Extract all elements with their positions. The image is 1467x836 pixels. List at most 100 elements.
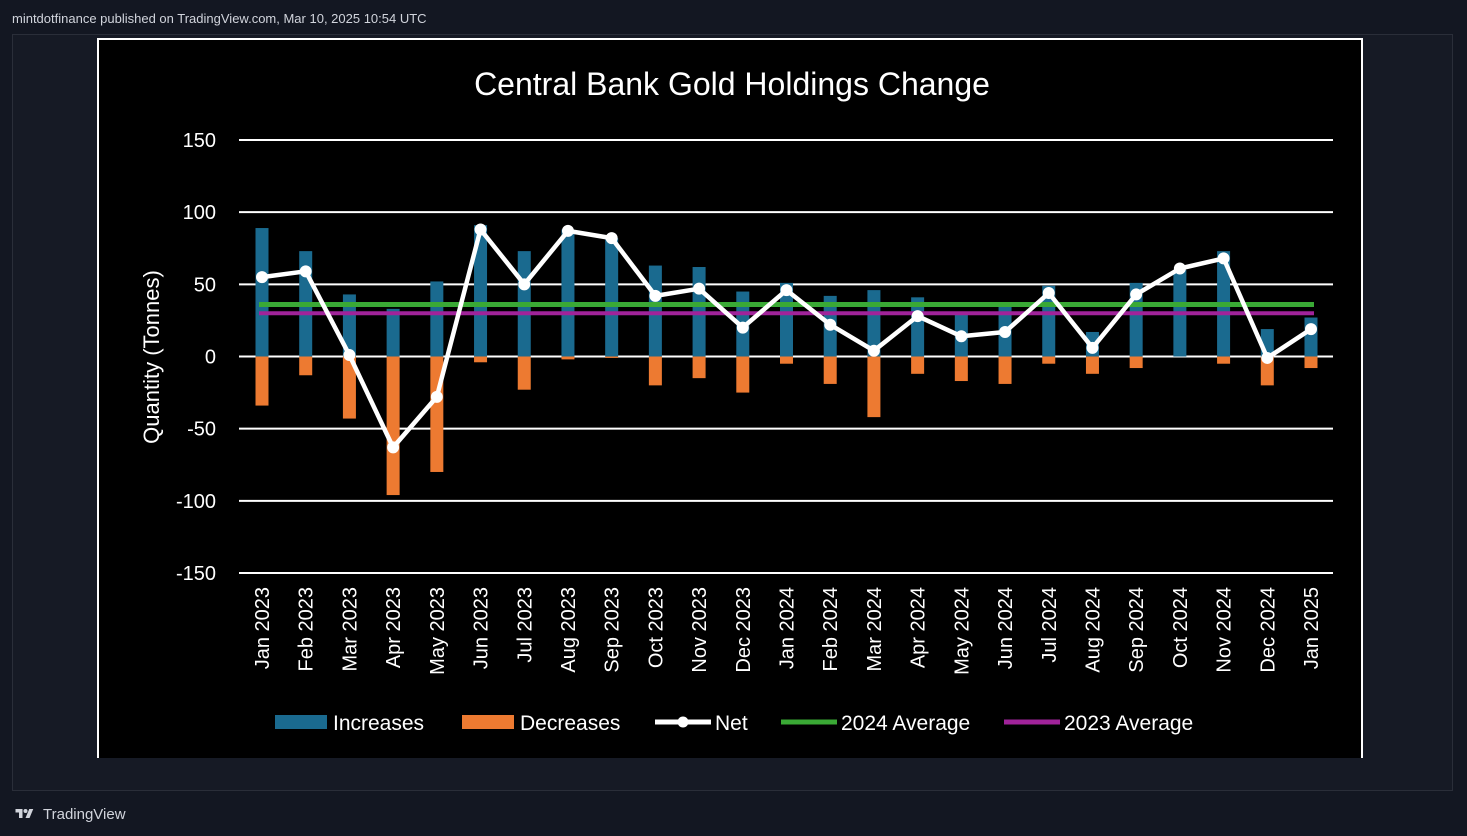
legend-swatch: [275, 715, 327, 729]
decrease-bar: [1085, 356, 1099, 374]
net-point: [387, 441, 400, 454]
y-tick-label: 0: [205, 347, 216, 369]
net-point: [780, 284, 793, 297]
decrease-bar: [1217, 356, 1231, 364]
publisher-line: mintdotfinance published on TradingView.…: [12, 11, 427, 26]
net-point: [1042, 286, 1055, 299]
net-point: [911, 310, 924, 323]
net-point: [1086, 341, 1099, 354]
x-tick-label: Jan 2023: [252, 587, 274, 669]
x-tick-label: Jun 2024: [995, 587, 1017, 669]
decrease-bar: [255, 356, 269, 406]
increase-bar: [386, 308, 400, 357]
decrease-bar: [692, 356, 706, 379]
average-lines-layer: [259, 302, 1314, 316]
net-point: [693, 282, 706, 295]
legend-swatch: [462, 715, 514, 729]
legend-swatch-marker: [677, 716, 689, 728]
x-tick-label: Feb 2023: [296, 587, 318, 672]
decrease-bar: [823, 356, 837, 384]
x-tick-label: Feb 2024: [820, 587, 842, 672]
legend-label: Net: [715, 712, 748, 735]
net-point: [1217, 252, 1230, 265]
net-point: [256, 271, 268, 284]
y-tick-labels: 150 100 50 0 -50 -100 -150: [176, 130, 216, 585]
x-tick-label: Mar 2023: [339, 587, 361, 672]
decrease-bar: [386, 356, 400, 496]
x-tick-label: Jun 2023: [471, 587, 493, 669]
x-tick-label: Jul 2024: [1039, 587, 1061, 663]
net-point: [824, 318, 837, 331]
net-point: [561, 224, 574, 237]
decrease-bar: [911, 356, 925, 374]
net-point: [299, 265, 312, 278]
x-tick-label: Aug 2023: [558, 587, 580, 673]
net-point: [1261, 351, 1274, 364]
y-tick-label: 50: [194, 274, 216, 296]
decrease-bar: [561, 356, 575, 360]
net-point: [1305, 323, 1317, 336]
chart-title: Central Bank Gold Holdings Change: [474, 66, 990, 102]
increase-bar: [255, 228, 269, 357]
tradingview-logo-icon: [15, 809, 34, 818]
net-point: [430, 390, 443, 403]
increase-bar: [474, 225, 488, 357]
decrease-bar: [474, 356, 488, 363]
legend-label: Decreases: [520, 712, 620, 735]
x-tick-label: Dec 2023: [733, 587, 755, 673]
decrease-bar: [605, 356, 619, 358]
x-tick-label: Apr 2024: [908, 587, 930, 668]
chart-svg: Central Bank Gold Holdings Change Quanti…: [139, 66, 1333, 735]
net-point: [474, 223, 487, 236]
legend-decreases: Decreases: [462, 712, 620, 735]
x-tick-label: Sep 2024: [1126, 587, 1148, 673]
x-tick-label: Dec 2024: [1257, 587, 1279, 673]
legend-increases: Increases: [275, 712, 424, 735]
net-point: [605, 232, 618, 245]
x-tick-label: Oct 2024: [1170, 587, 1192, 668]
footer-brand: TradingView: [43, 805, 126, 823]
y-tick-label: 150: [183, 130, 216, 152]
decrease-bar: [954, 356, 968, 382]
decrease-bar: [517, 356, 531, 390]
net-point: [867, 344, 880, 357]
footer: TradingView: [12, 804, 126, 824]
net-point: [649, 289, 662, 302]
y-tick-label: -50: [187, 419, 216, 441]
chart-panel: Central Bank Gold Holdings Change Quanti…: [97, 38, 1363, 758]
grid-layer: [239, 139, 1333, 574]
x-tick-label: Mar 2024: [864, 587, 886, 672]
legend-2024-average: 2024 Average: [781, 712, 970, 735]
decrease-bar: [867, 356, 881, 418]
decrease-bar: [1129, 356, 1143, 369]
y-tick-label: -100: [176, 491, 216, 513]
x-tick-label: Sep 2023: [602, 587, 624, 673]
net-point: [518, 278, 531, 291]
x-tick-label: Nov 2024: [1214, 587, 1236, 673]
increase-bar: [648, 265, 662, 357]
x-tick-label: Apr 2023: [383, 587, 405, 668]
decrease-bar: [648, 356, 662, 386]
net-line-layer: [256, 223, 1317, 454]
legend: Increases Decreases Net 2024 Average 2023 Av…: [275, 712, 1193, 735]
net-point: [1130, 288, 1143, 301]
net-point: [736, 321, 749, 334]
bar-layer: [255, 225, 1318, 496]
net-point: [955, 330, 968, 343]
y-axis-label: Quantity (Tonnes): [139, 270, 164, 444]
x-tick-label: Oct 2023: [645, 587, 667, 668]
decrease-bar: [1304, 356, 1318, 369]
legend-label: Increases: [333, 712, 424, 735]
net-point: [1173, 262, 1186, 275]
decrease-bar: [1042, 356, 1056, 364]
increase-bar: [780, 282, 793, 357]
x-tick-label: Jan 2025: [1301, 587, 1323, 669]
net-point: [999, 325, 1012, 338]
decrease-bar: [342, 356, 356, 419]
x-tick-label: Aug 2024: [1082, 587, 1104, 673]
x-tick-label: Jan 2024: [777, 587, 799, 669]
increase-bar: [561, 229, 575, 357]
increase-bar: [605, 238, 619, 357]
decrease-bar: [780, 356, 793, 364]
decrease-bar: [998, 356, 1012, 384]
